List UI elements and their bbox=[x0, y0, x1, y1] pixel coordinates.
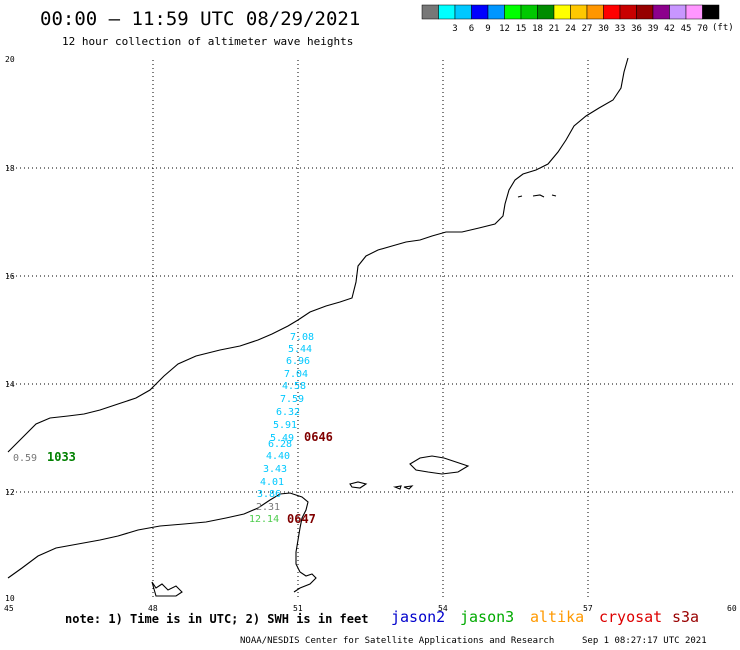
scale-swatch bbox=[438, 4, 456, 20]
scale-tick-label: 45 bbox=[681, 24, 692, 34]
scale-swatch bbox=[702, 4, 720, 20]
obs-value: 4.40 bbox=[266, 451, 290, 462]
obs-value: 4.58 bbox=[282, 381, 306, 392]
obs-value: 6.96 bbox=[286, 356, 310, 367]
scale-swatch bbox=[652, 4, 670, 20]
small-island-1 bbox=[349, 481, 368, 489]
scale-swatch bbox=[421, 4, 439, 20]
scale-swatch bbox=[669, 4, 687, 20]
legend-jason2: jason2 bbox=[391, 608, 445, 626]
scale-swatch bbox=[685, 4, 703, 20]
obs-value: 6.32 bbox=[276, 407, 300, 418]
obs-value: 5.91 bbox=[273, 420, 297, 431]
kuria-muria-islands bbox=[517, 194, 557, 198]
lat-tick-label: 10 bbox=[5, 594, 15, 603]
small-island-2 bbox=[392, 485, 402, 490]
obs-value: 6.28 bbox=[268, 439, 292, 450]
yemen-south-coastline bbox=[7, 492, 317, 593]
lon-tick-label: 60 bbox=[727, 604, 737, 613]
scale-tick-label: 42 bbox=[664, 24, 675, 34]
lat-tick-label: 14 bbox=[5, 380, 15, 389]
scale-swatch bbox=[520, 4, 538, 20]
legend-s3a: s3a bbox=[672, 608, 699, 626]
obs-value: 7.08 bbox=[290, 332, 314, 343]
satellite-legend: jason2 jason3 altika cryosat s3a bbox=[391, 608, 699, 626]
obs-value: 5.49 bbox=[270, 433, 294, 444]
obs-value: 3.43 bbox=[263, 464, 287, 475]
obs-value: 0.59 bbox=[13, 453, 37, 464]
scale-swatch bbox=[537, 4, 555, 20]
pass-time-label: 0647 bbox=[287, 512, 316, 526]
socotra-island bbox=[409, 455, 470, 475]
obs-value: 7.59 bbox=[280, 394, 304, 405]
lat-tick-label: 16 bbox=[5, 272, 15, 281]
wave-height-observations: 7.08 5.44 6.96 7.04 4.58 7.59 6.32 5.91 … bbox=[13, 332, 314, 525]
lon-tick-label: 54 bbox=[438, 604, 448, 613]
wave-height-color-scale: 3 6 9 12 15 18 21 24 27 30 33 36 39 42 45 70 bbox=[421, 4, 720, 34]
latitude-tick-labels: 20 18 16 14 12 10 bbox=[5, 55, 15, 603]
scale-swatch bbox=[603, 4, 621, 20]
scale-swatch bbox=[471, 4, 489, 20]
legend-cryosat: cryosat bbox=[599, 608, 662, 626]
lon-tick-label: 48 bbox=[148, 604, 158, 613]
scale-swatch bbox=[619, 4, 637, 20]
scale-tick-label: 30 bbox=[598, 24, 609, 34]
scale-swatch bbox=[586, 4, 604, 20]
scale-swatch bbox=[487, 4, 505, 20]
obs-value: 7.04 bbox=[284, 369, 308, 380]
scale-unit-label: (ft) bbox=[712, 23, 734, 33]
scale-tick-label: 3 bbox=[452, 24, 457, 34]
scale-tick-label: 18 bbox=[532, 24, 543, 34]
arabian-peninsula-coastline bbox=[7, 57, 629, 453]
obs-value: 3.86 bbox=[257, 489, 281, 500]
pass-time-label: 1033 bbox=[47, 450, 76, 464]
obs-value: 4.01 bbox=[260, 477, 284, 488]
scale-tick-label: 39 bbox=[648, 24, 659, 34]
footer-note: note: 1) Time is in UTC; 2) SWH is in fe… bbox=[65, 612, 368, 626]
scale-tick-label: 21 bbox=[549, 24, 560, 34]
scale-tick-label: 24 bbox=[565, 24, 576, 34]
scale-tick-label: 12 bbox=[499, 24, 510, 34]
scale-swatch bbox=[636, 4, 654, 20]
map-subtitle: 12 hour collection of altimeter wave hei… bbox=[62, 35, 353, 48]
map-title: 00:00 – 11:59 UTC 08/29/2021 bbox=[40, 8, 360, 30]
lat-tick-label: 18 bbox=[5, 164, 15, 173]
scale-swatch bbox=[454, 4, 472, 20]
lat-tick-label: 12 bbox=[5, 488, 15, 497]
lon-tick-label: 51 bbox=[293, 604, 303, 613]
footer-credit: NOAA/NESDIS Center for Satellite Applica… bbox=[240, 636, 554, 646]
lat-tick-label: 20 bbox=[5, 55, 15, 64]
lat-lon-grid bbox=[8, 60, 733, 600]
scale-tick-label: 70 bbox=[697, 24, 708, 34]
coastal-feature bbox=[151, 581, 183, 597]
scale-swatch bbox=[570, 4, 588, 20]
obs-value: 2.31 bbox=[256, 502, 280, 513]
small-island-3 bbox=[403, 485, 414, 490]
legend-altika: altika bbox=[530, 608, 584, 626]
obs-value: 5.44 bbox=[288, 344, 312, 355]
scale-tick-label: 36 bbox=[631, 24, 642, 34]
longitude-tick-labels: 45 48 51 54 57 60 bbox=[4, 604, 737, 613]
scale-swatch bbox=[553, 4, 571, 20]
scale-tick-label: 9 bbox=[485, 24, 490, 34]
pass-time-label: 0646 bbox=[304, 430, 333, 444]
scale-swatch bbox=[504, 4, 522, 20]
scale-tick-label: 15 bbox=[516, 24, 527, 34]
lon-tick-label: 45 bbox=[4, 604, 14, 613]
obs-value: 12.14 bbox=[249, 514, 279, 525]
legend-jason3: jason3 bbox=[460, 608, 514, 626]
footer-timestamp: Sep 1 08:27:17 UTC 2021 bbox=[582, 636, 707, 646]
scale-tick-label: 33 bbox=[615, 24, 626, 34]
pass-time-labels: 0646 0647 1033 bbox=[47, 430, 333, 526]
scale-tick-label: 27 bbox=[582, 24, 593, 34]
lon-tick-label: 57 bbox=[583, 604, 593, 613]
coastlines bbox=[7, 57, 629, 597]
scale-tick-label: 6 bbox=[469, 24, 474, 34]
